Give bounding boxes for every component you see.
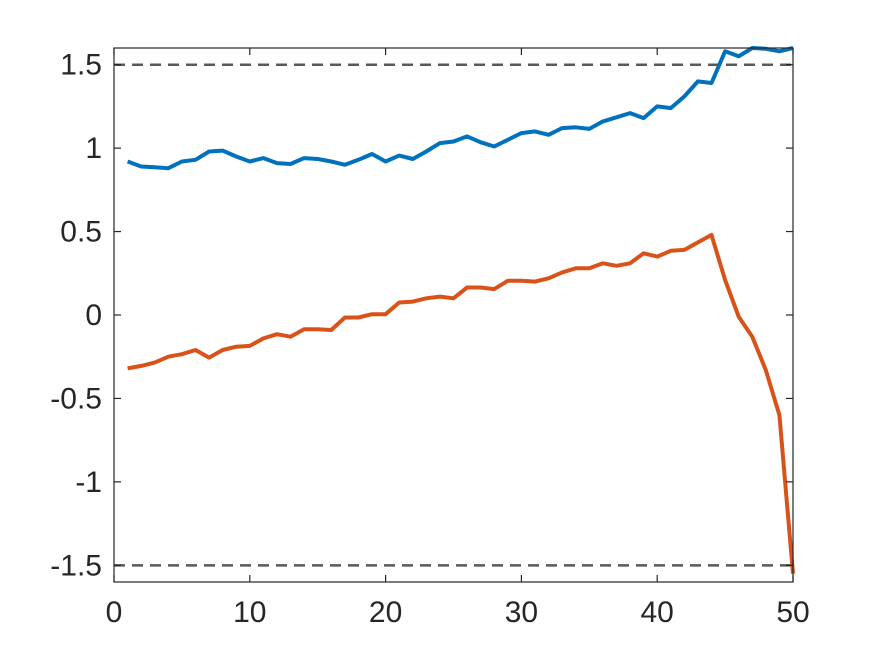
y-tick-label: 0.5 [60, 216, 102, 249]
x-tick-label: 20 [369, 596, 402, 629]
x-tick-label: 50 [776, 596, 809, 629]
x-tick-label: 10 [233, 596, 266, 629]
series-layer [126, 46, 795, 574]
series-line-1 [126, 46, 794, 171]
y-tick-label: -1.5 [50, 549, 102, 582]
y-tick-label: 1 [85, 132, 102, 165]
ticks-layer: 0 10 20 30 40 50 1.5 1 0.5 0 -0.5 -1 -1.5 [50, 48, 810, 629]
y-tick-label: -1 [75, 466, 102, 499]
x-tick-label: 0 [106, 596, 123, 629]
x-tick-label: 40 [641, 596, 674, 629]
y-tick-label: 0 [85, 299, 102, 332]
y-tick-label: 1.5 [60, 49, 102, 82]
series-line-2 [127, 232, 795, 574]
x-tick-label: 30 [505, 596, 538, 629]
y-tick-label: -0.5 [50, 382, 102, 415]
reference-lines [114, 63, 793, 567]
